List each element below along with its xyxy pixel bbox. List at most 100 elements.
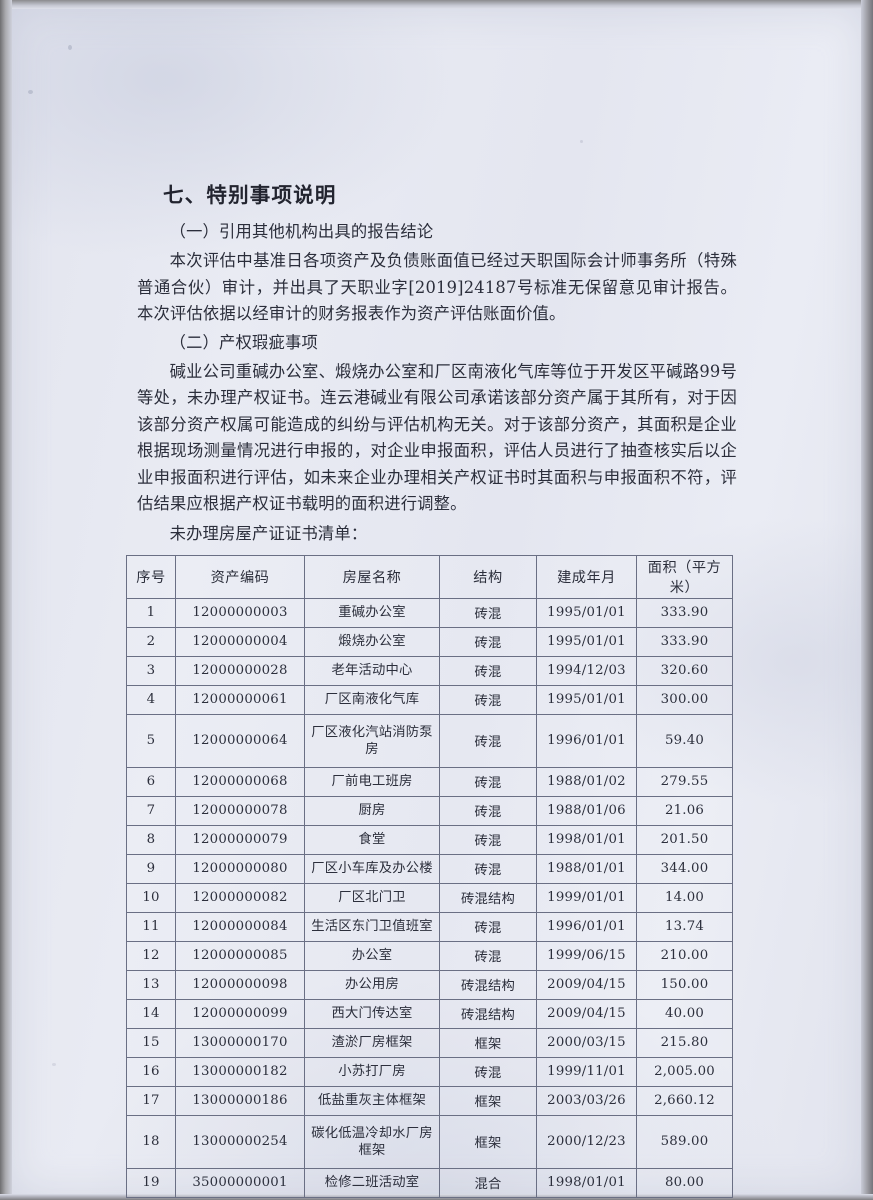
table-cell-name: 生活区东门卫值班室 xyxy=(304,911,440,942)
table-cell-no: 11 xyxy=(126,911,176,942)
table-cell-area: 320.60 xyxy=(636,655,733,686)
table-row: 18 13000000254 碳化低温冷却水厂房框架 框架 2000/12/23 589.… xyxy=(126,1114,733,1169)
table-cell-code: 12000000068 xyxy=(175,766,305,797)
table-cell-name: 厂区南液化气库 xyxy=(304,684,440,715)
table-cell-area: 300.00 xyxy=(636,684,733,715)
table-cell-no: 19 xyxy=(126,1167,176,1198)
table-row: 1 12000000003 重碱办公室 砖混 1995/01/01 333.90 xyxy=(126,597,733,628)
table-cell-code: 12000000078 xyxy=(175,795,305,826)
table-cell-no: 10 xyxy=(126,882,176,913)
table-cell-no: 16 xyxy=(126,1056,176,1087)
table-cell-area: 589.00 xyxy=(636,1114,733,1169)
table-cell-code: 12000000080 xyxy=(175,853,305,884)
table-cell-area: 40.00 xyxy=(636,998,733,1029)
table-cell-area: 80.00 xyxy=(636,1167,733,1198)
table-cell-no: 2 xyxy=(126,626,176,657)
table-cell-structure: 砖混 xyxy=(439,655,537,686)
table-cell-no: 7 xyxy=(126,795,176,826)
scan-speck xyxy=(648,262,651,266)
scan-speck xyxy=(28,90,33,94)
table-cell-name: 小苏打厂房 xyxy=(304,1056,440,1087)
table-cell-area: 59.40 xyxy=(636,713,733,768)
table-cell-structure: 砖混结构 xyxy=(439,969,537,1000)
table-cell-name: 渣淤厂房框架 xyxy=(304,1027,440,1058)
table-cell-built: 2003/03/26 xyxy=(536,1085,637,1116)
table-cell-area: 21.06 xyxy=(636,795,733,826)
table-cell-code: 12000000004 xyxy=(175,626,305,657)
table-cell-built: 2009/04/15 xyxy=(536,998,637,1029)
table-cell-area: 201.50 xyxy=(636,824,733,855)
table-cell-area: 14.00 xyxy=(636,882,733,913)
table-cell-code: 12000000003 xyxy=(175,597,305,628)
page-edge-right xyxy=(861,0,873,1200)
table-cell-no: 8 xyxy=(126,824,176,855)
table-cell-structure: 砖混 xyxy=(439,853,537,884)
table-cell-code: 13000000182 xyxy=(175,1056,305,1087)
table-cell-structure: 砖混结构 xyxy=(439,998,537,1029)
table-row: 3 12000000028 老年活动中心 砖混 1994/12/03 320.60 xyxy=(126,655,733,686)
table-cell-code: 12000000085 xyxy=(175,940,305,971)
table-cell-name: 煅烧办公室 xyxy=(304,626,440,657)
subsection-2-heading: （二）产权瑕疵事项 xyxy=(169,332,318,352)
table-header-row: 序号 资产编码 房屋名称 结构 建成年月 面积（平方米） xyxy=(126,554,733,599)
table-row: 7 12000000078 厨房 砖混 1988/01/06 21.06 xyxy=(126,795,733,826)
subsection-1-heading: （一）引用其他机构出具的报告结论 xyxy=(169,222,434,241)
table-cell-code: 12000000098 xyxy=(175,969,305,1000)
table-cell-area: 333.90 xyxy=(636,597,733,628)
table-cell-built: 1988/01/06 xyxy=(536,795,637,826)
table-cell-structure: 砖混 xyxy=(439,766,537,797)
table-cell-code: 13000000254 xyxy=(175,1114,305,1169)
table-cell-built: 1995/01/01 xyxy=(536,597,637,628)
table-cell-name: 厂区液化汽站消防泵房 xyxy=(304,713,440,768)
table-cell-name: 老年活动中心 xyxy=(304,655,440,686)
table-cell-code: 12000000099 xyxy=(175,998,305,1029)
table-cell-structure: 框架 xyxy=(439,1027,537,1058)
scan-speck xyxy=(68,45,72,50)
table-cell-no: 4 xyxy=(126,684,176,715)
table-cell-built: 1996/01/01 xyxy=(536,713,637,768)
table-cell-name: 厂区北门卫 xyxy=(304,882,440,913)
unregistered-property-table: 序号 资产编码 房屋名称 结构 建成年月 面积（平方米） 1 1200000000… xyxy=(126,554,733,1198)
table-cell-no: 1 xyxy=(126,597,176,628)
page-edge-left xyxy=(0,0,12,1200)
column-header-name: 房屋名称 xyxy=(304,554,440,599)
table-cell-name: 厂区小车库及办公楼 xyxy=(304,853,440,884)
table-cell-area: 150.00 xyxy=(636,969,733,1000)
table-cell-no: 14 xyxy=(126,998,176,1029)
table-cell-no: 3 xyxy=(126,655,176,686)
table-cell-no: 15 xyxy=(126,1027,176,1058)
table-cell-no: 12 xyxy=(126,940,176,971)
table-cell-structure: 砖混 xyxy=(439,713,537,768)
table-cell-built: 2000/12/23 xyxy=(536,1114,637,1169)
table-cell-built: 1998/01/01 xyxy=(536,1167,637,1198)
table-row: 15 13000000170 渣淤厂房框架 框架 2000/03/15 215.80 xyxy=(126,1027,733,1058)
table-cell-name: 西大门传达室 xyxy=(304,998,440,1029)
table-cell-structure: 框架 xyxy=(439,1085,537,1116)
scan-speck xyxy=(580,140,583,143)
table-cell-area: 210.00 xyxy=(636,940,733,971)
table-row: 8 12000000079 食堂 砖混 1998/01/01 201.50 xyxy=(126,824,733,855)
subsection-1-body: 本次评估中基准日各项资产及负债账面值已经过天职国际会计师事务所（特殊普通合伙）审… xyxy=(137,251,737,324)
table-cell-name: 办公室 xyxy=(304,940,440,971)
scan-speck xyxy=(52,1063,56,1066)
table-cell-no: 18 xyxy=(126,1114,176,1169)
table-cell-code: 35000000001 xyxy=(175,1167,305,1198)
table-cell-area: 279.55 xyxy=(636,766,733,797)
table-cell-area: 2,005.00 xyxy=(636,1056,733,1087)
table-cell-structure: 砖混 xyxy=(439,824,537,855)
table-cell-structure: 砖混 xyxy=(439,1056,537,1087)
table-row: 19 35000000001 检修二班活动室 混合 1998/01/01 80.00 xyxy=(126,1167,733,1198)
table-row: 9 12000000080 厂区小车库及办公楼 砖混 1988/01/01 344.00 xyxy=(126,853,733,884)
subsection-2-body: 碱业公司重碱办公室、煅烧办公室和厂区南液化气库等位于开发区平碱路99号等处，未办… xyxy=(137,362,737,514)
table-cell-built: 1999/01/01 xyxy=(536,882,637,913)
table-cell-built: 1998/01/01 xyxy=(536,824,637,855)
column-header-code: 资产编码 xyxy=(175,554,305,599)
page-edge-top xyxy=(0,0,873,9)
table-cell-code: 12000000082 xyxy=(175,882,305,913)
table-cell-built: 2009/04/15 xyxy=(536,969,637,1000)
table-row: 11 12000000084 生活区东门卫值班室 砖混 1996/01/01 13.74 xyxy=(126,911,733,942)
table-cell-built: 1999/06/15 xyxy=(536,940,637,971)
table-cell-built: 1999/11/01 xyxy=(536,1056,637,1087)
table-cell-no: 6 xyxy=(126,766,176,797)
